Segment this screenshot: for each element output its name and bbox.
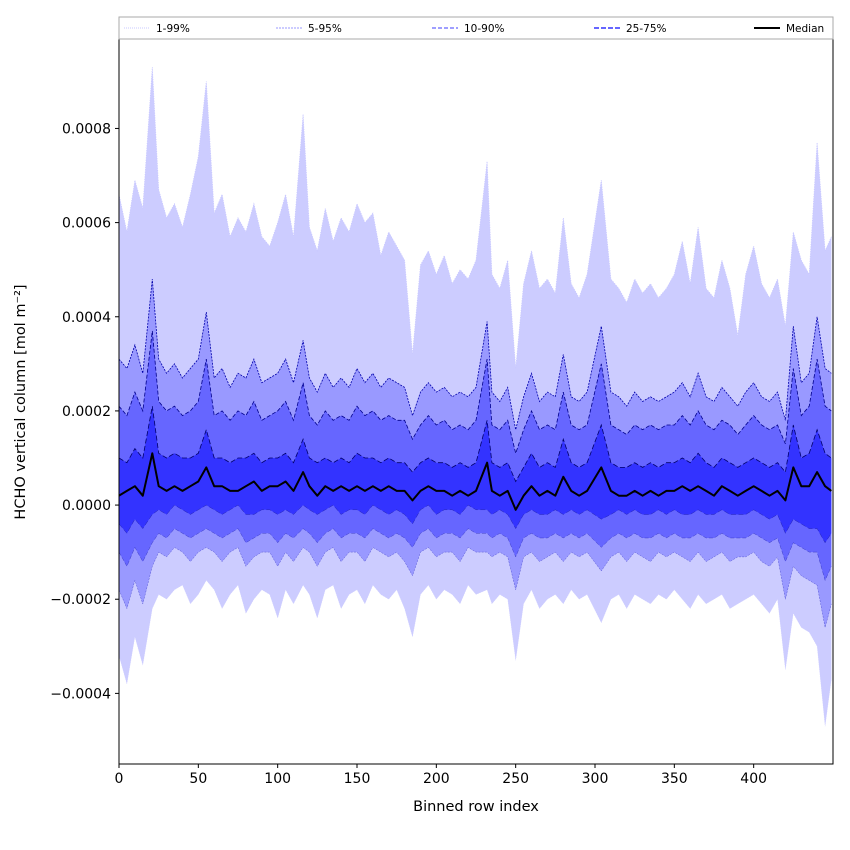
y-tick-label: 0.0000: [62, 498, 111, 514]
y-tick-label: −0.0002: [50, 592, 111, 608]
upper-line-5-95: [119, 279, 832, 430]
band-25-75: [119, 406, 832, 543]
y-axis: −0.0004 −0.0002 0.0000 0.0002 0.0004 0.0006 0.…: [50, 121, 119, 702]
x-tick-label: 300: [582, 771, 609, 787]
y-tick-label: 0.0004: [62, 310, 111, 326]
x-axis-label: Binned row index: [413, 799, 539, 815]
x-axis: 0 50 100 150 200 250 300 350 400: [115, 764, 767, 787]
y-tick-label: −0.0004: [50, 686, 111, 702]
x-tick-label: 400: [740, 771, 767, 787]
lower-line-10-90: [119, 528, 832, 582]
upper-line-25-75: [119, 406, 832, 483]
legend-label: Median: [786, 23, 824, 35]
x-tick-label: 350: [661, 771, 688, 787]
x-tick-label: 250: [502, 771, 529, 787]
legend-label: 10-90%: [464, 23, 505, 35]
y-tick-label: 0.0006: [62, 216, 111, 232]
lower-line-5-95: [119, 547, 832, 628]
median-line: [119, 452, 832, 511]
lower-line-25-75: [119, 504, 832, 544]
x-tick-label: 0: [115, 771, 124, 787]
series-lines: [119, 67, 832, 727]
x-tick-label: 100: [264, 771, 291, 787]
legend: 1-99% 5-95% 10-90% 25-75% Median: [118, 16, 834, 40]
y-tick-label: 0.0008: [62, 121, 111, 137]
y-tick-label: 0.0002: [62, 404, 111, 420]
lower-line-1-99: [119, 579, 832, 727]
legend-box: [118, 16, 834, 40]
legend-label: 25-75%: [626, 23, 667, 35]
y-axis-label: HCHO vertical column [mol m⁻²]: [13, 284, 29, 519]
percentile-bands: [119, 67, 832, 727]
legend-label: 5-95%: [308, 23, 342, 35]
legend-label: 1-99%: [156, 23, 190, 35]
band-10-90: [119, 330, 832, 581]
upper-line-10-90: [119, 330, 832, 455]
x-tick-label: 50: [189, 771, 207, 787]
x-tick-label: 150: [344, 771, 371, 787]
x-tick-label: 200: [423, 771, 450, 787]
